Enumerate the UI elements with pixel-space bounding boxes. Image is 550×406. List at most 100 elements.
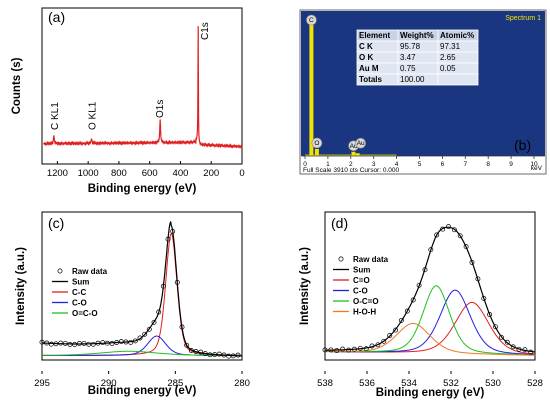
panel-d-raw-data-point xyxy=(481,295,487,301)
panel-b-table-cell: Totals xyxy=(359,75,383,84)
panel-d-component-h-o-h xyxy=(325,322,535,356)
panel-d-legend-label: O-C=O xyxy=(353,297,379,306)
panel-c-raw-data-point xyxy=(118,339,124,345)
panel-d-tick-label: 536 xyxy=(359,378,375,389)
panel-b-tick-label: 4 xyxy=(395,161,399,168)
panel-a-peak-label: C KL1 xyxy=(50,102,61,130)
panel-c-raw-data-point xyxy=(58,340,64,346)
panel-d-raw-data-point xyxy=(387,333,393,338)
panel-c-legend-label: C-C xyxy=(72,288,86,297)
panel-c-raw-data-point xyxy=(44,340,50,346)
panel-c-legend-marker xyxy=(57,268,63,274)
panel-d-raw-data-point xyxy=(322,347,328,353)
panel-d-raw-data-point xyxy=(398,317,404,323)
panel-c-y-axis-title: Intensity (a.u.) xyxy=(15,247,27,325)
panel-c-raw-data-point xyxy=(202,351,208,357)
panel-d-legend-label: Raw data xyxy=(353,255,389,264)
panel-c-raw-data-point xyxy=(104,340,110,346)
panel-d-legend-label: Sum xyxy=(353,266,370,275)
panel-b-tick-label: 2 xyxy=(349,161,353,168)
panel-a-tick-label: 600 xyxy=(142,168,158,179)
panel-b-tick-label: 9 xyxy=(509,161,513,168)
panel-d-raw-data-point xyxy=(357,345,363,351)
panel-c-raw-data-point xyxy=(123,339,129,345)
panel-d-raw-data-point xyxy=(440,226,446,232)
panel-d-raw-data-point xyxy=(434,232,440,238)
panel-c-tick-label: 290 xyxy=(101,378,117,389)
panel-b-spectrum-title: Spectrum 1 xyxy=(505,15,541,22)
panel-d-tick-label: 538 xyxy=(317,378,333,389)
panel-d-raw-data-point xyxy=(516,346,522,352)
panel-b-table-header-cell: Weight% xyxy=(400,31,434,40)
panel-c-raw-data-point xyxy=(230,353,236,359)
panel-d-raw-data-point xyxy=(504,339,510,345)
panel-c-x-ticks: 295 290 285 280 xyxy=(34,371,250,389)
panel-c-label: (c) xyxy=(48,215,64,231)
panel-b-table-header-cell: Atomic% xyxy=(440,31,474,40)
panel-b-peak-label: O xyxy=(314,140,319,147)
panel-b-tick-label: 3 xyxy=(372,161,376,168)
panel-d-raw-data-point xyxy=(498,334,504,340)
panel-d-legend-label: C-O xyxy=(353,287,368,296)
panel-c-tick-label: 285 xyxy=(167,378,183,389)
panel-d-raw-data-point xyxy=(340,346,346,352)
panel-d-raw-data-point xyxy=(487,312,493,317)
panel-d-raw-data-point xyxy=(428,247,434,253)
panel-d-raw-data-point xyxy=(346,347,351,353)
panel-b-tick-label: 7 xyxy=(463,161,467,168)
panel-a-tick-label: 200 xyxy=(203,168,219,179)
panel-b-baseline xyxy=(305,154,397,156)
panel-a-tick-label: 1200 xyxy=(47,168,68,179)
panel-a-peak-label: C1s xyxy=(200,22,211,40)
panel-c-raw-data-point xyxy=(132,338,138,344)
panel-d-tick-label: 528 xyxy=(527,378,543,389)
panel-c-tick-label: 280 xyxy=(234,378,250,389)
panel-c-raw-data-point xyxy=(53,341,59,347)
panel-a-tick-label: 400 xyxy=(173,168,189,179)
panel-c-c1s-spectrum: (c) 295 290 285 280 Raw dataSumC-CC-OO=C-O … xyxy=(15,211,250,397)
panel-c-raw-data-point xyxy=(100,340,106,346)
panel-c-raw-data-point xyxy=(39,339,45,345)
panel-a-x-axis-title: Binding energy (eV) xyxy=(88,183,197,195)
panel-b-composition-table: Element Weight% Atomic% C K 95.78 97.31 O K 3.4… xyxy=(356,29,479,86)
panel-d-raw-data-point xyxy=(328,347,334,353)
panel-b-x-ticks: 0 1 2 3 4 5 6 7 8 9 10 xyxy=(301,155,545,168)
panel-c-curves xyxy=(39,221,242,359)
panel-d-legend-label: H-O-H xyxy=(353,308,376,317)
panel-d-raw-data-point xyxy=(416,282,422,288)
panel-c-raw-data-point xyxy=(142,331,148,337)
panel-b-tick-label: 5 xyxy=(418,161,422,168)
panel-c-raw-data-point xyxy=(62,340,68,346)
panel-d-y-axis-title: Intensity (a.u.) xyxy=(299,247,311,325)
panel-b-tick-label: 8 xyxy=(486,161,490,168)
panel-c-raw-data-point xyxy=(156,309,162,315)
panel-c-legend-label: Raw data xyxy=(72,267,108,276)
panel-b-peak-label: Au xyxy=(350,143,358,150)
panel-d-raw-data-point xyxy=(422,267,428,273)
panel-b-table-row xyxy=(356,73,479,86)
panel-b-peak-label: Au xyxy=(357,140,365,147)
panel-d-tick-label: 532 xyxy=(443,378,459,389)
panel-a-tick-label: 800 xyxy=(111,168,127,179)
panel-c-legend-label: C-O xyxy=(72,299,87,308)
panel-d-tick-label: 530 xyxy=(485,378,501,389)
panel-c-raw-data-point xyxy=(146,326,152,332)
panel-d-raw-data-point xyxy=(381,338,387,344)
panel-c-raw-data-point xyxy=(76,341,82,346)
panel-b-table-cell: C K xyxy=(359,42,373,51)
panel-a-label: (a) xyxy=(48,9,65,25)
panel-b-table-cell: 2.65 xyxy=(440,53,456,62)
panel-c-legend-label: O=C-O xyxy=(72,309,98,318)
panel-d-raw-data-point xyxy=(393,327,399,333)
panel-c-raw-data-point xyxy=(67,342,73,347)
panel-c-x-axis-title: Binding energy (eV) xyxy=(88,385,197,397)
panel-d-raw-data-point xyxy=(528,349,534,355)
panel-b-peak-bar xyxy=(309,16,314,156)
panel-c-raw-data-point xyxy=(72,342,78,347)
panel-b-table-header-cell: Element xyxy=(359,31,390,40)
panel-c-raw-data-point xyxy=(226,353,232,359)
panel-c-raw-data-point xyxy=(221,352,227,358)
